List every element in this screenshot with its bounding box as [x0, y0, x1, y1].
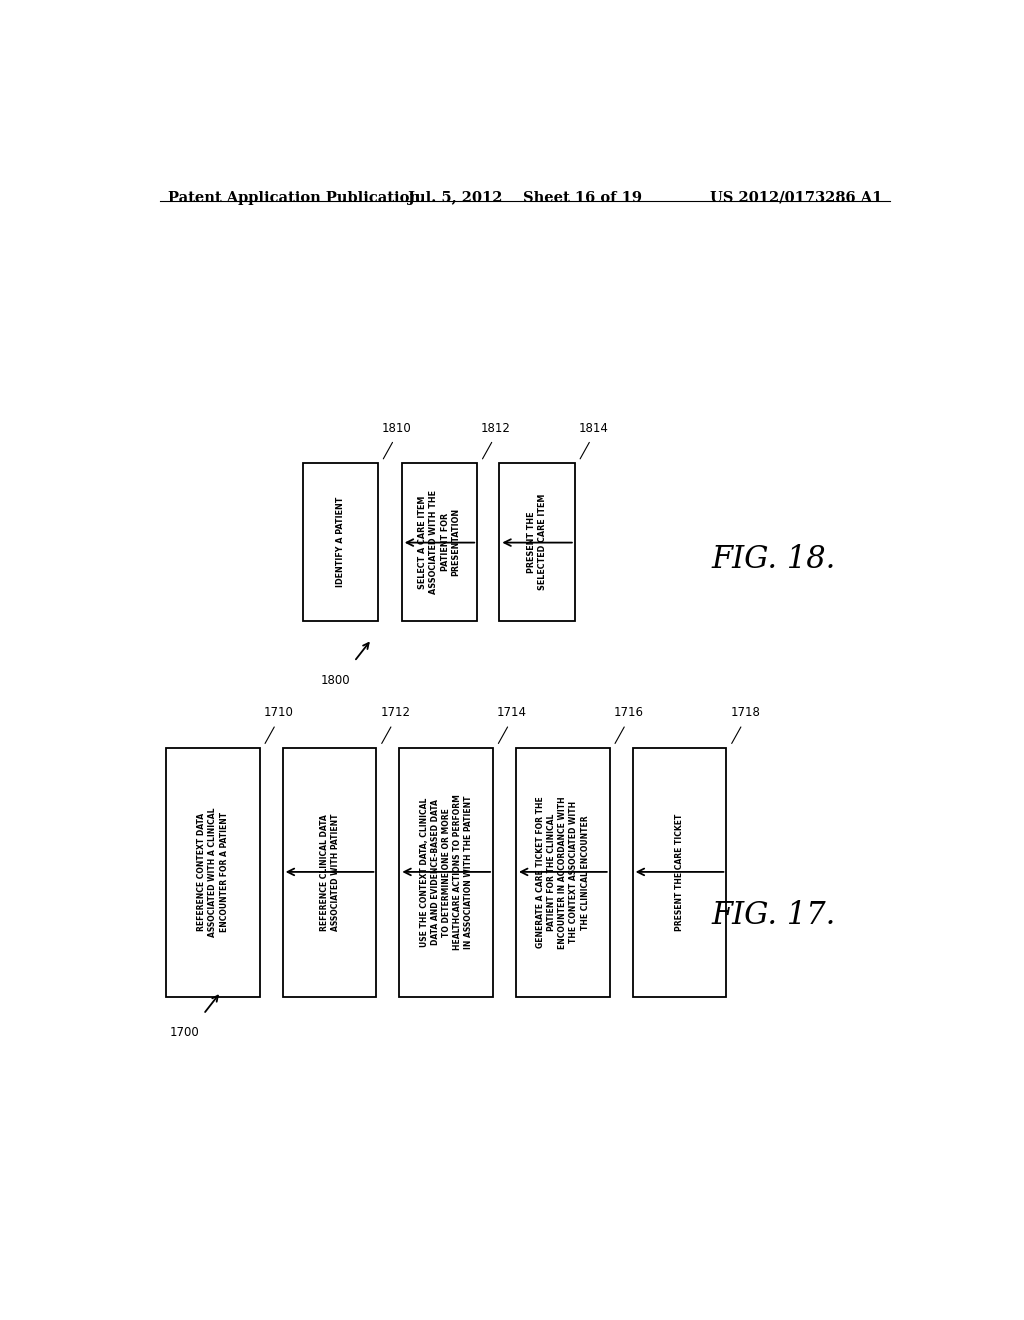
Text: 1718: 1718 [730, 706, 760, 719]
Text: PRESENT THE
SELECTED CARE ITEM: PRESENT THE SELECTED CARE ITEM [527, 494, 547, 590]
Text: US 2012/0173286 A1: US 2012/0173286 A1 [710, 191, 882, 205]
Text: REFERENCE CONTEXT DATA
ASSOCIATED WITH A CLINICAL
ENCOUNTER FOR A PATIENT: REFERENCE CONTEXT DATA ASSOCIATED WITH A… [198, 808, 228, 937]
Text: FIG. 18.: FIG. 18. [712, 544, 836, 576]
Text: 1810: 1810 [382, 422, 412, 434]
Text: 1714: 1714 [497, 706, 527, 719]
Text: 1800: 1800 [321, 673, 350, 686]
Bar [303, 463, 378, 620]
Bar [283, 748, 377, 997]
Bar [399, 748, 494, 997]
Bar [500, 463, 574, 620]
Text: 1812: 1812 [481, 422, 511, 434]
Bar [166, 748, 260, 997]
Text: IDENTIFY A PATIENT: IDENTIFY A PATIENT [336, 496, 345, 587]
Text: SELECT A CARE ITEM
ASSOCIATED WITH THE
PATIENT FOR
PRESENTATION: SELECT A CARE ITEM ASSOCIATED WITH THE P… [419, 490, 461, 594]
Text: 1712: 1712 [380, 706, 411, 719]
Bar [516, 748, 609, 997]
Bar [401, 463, 477, 620]
Text: GENERATE A CARE TICKET FOR THE
PATIENT FOR THE CLINICAL
ENCOUNTER IN ACCORDANCE : GENERATE A CARE TICKET FOR THE PATIENT F… [537, 796, 590, 949]
Text: FIG. 17.: FIG. 17. [712, 900, 836, 931]
Text: PRESENT THE CARE TICKET: PRESENT THE CARE TICKET [675, 813, 684, 931]
Text: 1700: 1700 [170, 1027, 200, 1039]
Text: 1716: 1716 [613, 706, 644, 719]
Text: USE THE CONTEXT DATA, CLINICAL
DATA AND EVIDENCE-BASED DATA
TO DETERMINE ONE OR : USE THE CONTEXT DATA, CLINICAL DATA AND … [420, 795, 473, 950]
Text: Jul. 5, 2012    Sheet 16 of 19: Jul. 5, 2012 Sheet 16 of 19 [408, 191, 642, 205]
Text: 1710: 1710 [264, 706, 294, 719]
Text: Patent Application Publication: Patent Application Publication [168, 191, 420, 205]
Text: REFERENCE CLINICAL DATA
ASSOCIATED WITH PATIENT: REFERENCE CLINICAL DATA ASSOCIATED WITH … [319, 813, 340, 931]
Text: 1814: 1814 [579, 422, 608, 434]
Bar [633, 748, 726, 997]
